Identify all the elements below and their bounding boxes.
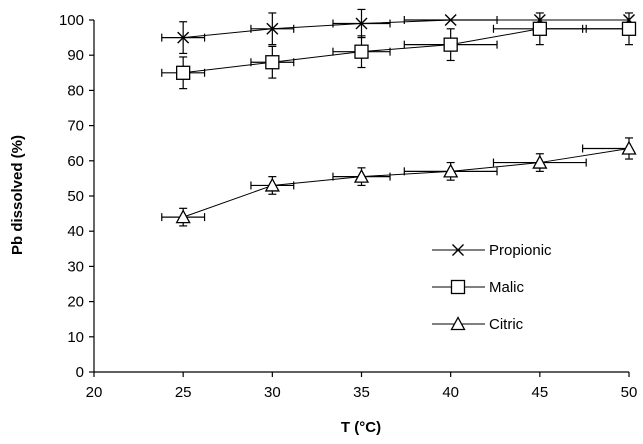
y-tick-label: 80 (67, 82, 84, 99)
x-tick-label: 40 (442, 384, 459, 401)
legend-marker-propionic (452, 244, 464, 256)
plot-area (161, 8, 637, 227)
x-tick-label: 35 (353, 384, 370, 401)
legend-label-propionic: Propionic (489, 242, 552, 259)
y-tick-label: 20 (67, 294, 84, 311)
series-line-propionic (183, 19, 629, 39)
data-point-propionic (355, 17, 368, 30)
y-tick-label: 50 (67, 188, 84, 205)
y-axis-title: Pb dissolved (%) (9, 135, 26, 255)
legend-item-citric: Citric (432, 316, 524, 333)
legend-marker-malic (450, 279, 466, 295)
data-point-citric (532, 154, 548, 169)
y-tick-label: 40 (67, 223, 84, 240)
axes: 20 25 30 35 40 45 50 0 10 20 30 40 50 60 70 80 90 100 (59, 12, 637, 401)
x-tick-label: 30 (264, 384, 281, 401)
y-tick-label: 70 (67, 118, 84, 135)
data-point-malic (176, 65, 191, 80)
series-citric (161, 137, 637, 227)
data-point-malic (265, 55, 280, 70)
series-line-citric (182, 147, 630, 218)
legend-label-citric: Citric (489, 316, 524, 333)
data-point-malic (621, 21, 637, 36)
data-point-malic (443, 37, 458, 52)
x-tick-label: 25 (175, 384, 192, 401)
y-tick-label: 30 (67, 258, 84, 275)
data-point-malic (354, 44, 369, 59)
series-propionic (161, 8, 635, 55)
data-point-citric (353, 168, 370, 183)
x-tick-label: 50 (621, 384, 638, 401)
data-point-citric (621, 140, 637, 155)
data-point-propionic (177, 31, 190, 44)
x-tick-label: 45 (531, 384, 548, 401)
data-point-malic (532, 21, 547, 36)
data-point-citric (264, 177, 280, 192)
y-tick-label: 100 (59, 12, 84, 29)
x-tick-label: 20 (86, 384, 103, 401)
legend-marker-citric (450, 316, 466, 331)
x-axis-title: T (°C) (341, 419, 381, 436)
data-point-citric (443, 163, 459, 178)
legend: Propionic Malic Citric (432, 242, 552, 333)
legend-label-malic: Malic (489, 279, 525, 296)
series-malic (161, 12, 637, 90)
y-tick-label: 0 (76, 364, 84, 381)
legend-item-propionic: Propionic (432, 242, 552, 259)
y-tick-label: 10 (67, 329, 84, 346)
data-point-citric (175, 209, 191, 224)
data-point-propionic (444, 14, 457, 26)
data-point-propionic (266, 22, 279, 35)
legend-item-malic: Malic (432, 279, 525, 296)
y-tick-label: 90 (67, 47, 84, 64)
y-tick-label: 60 (67, 153, 84, 170)
